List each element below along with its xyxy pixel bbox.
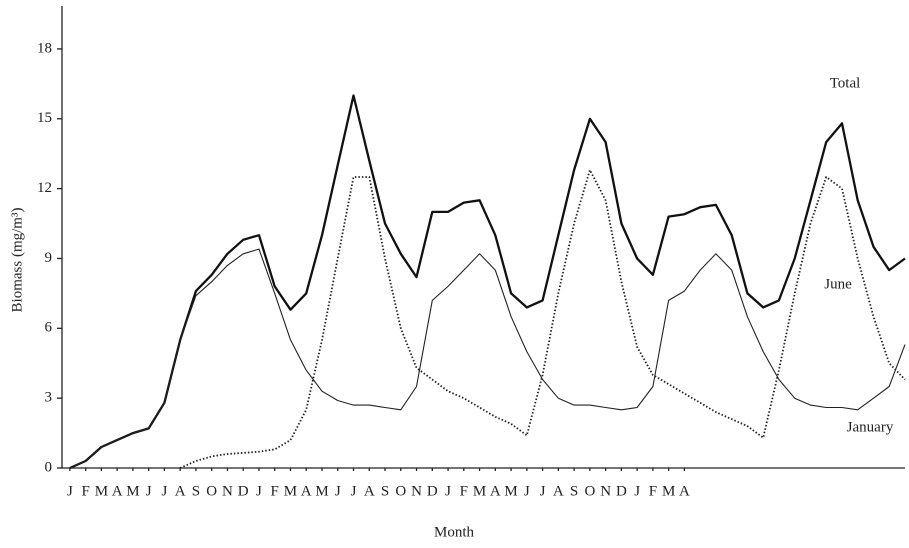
x-tick-label: J (540, 483, 546, 499)
x-tick-label: D (427, 483, 438, 499)
x-tick-label: A (175, 483, 186, 499)
x-tick-label: J (161, 483, 167, 499)
x-tick-label: J (256, 483, 262, 499)
x-tick-label: N (600, 483, 611, 499)
x-tick-label: M (504, 483, 517, 499)
x-tick-label: F (81, 483, 89, 499)
x-tick-label: N (411, 483, 422, 499)
series-label: Total (830, 75, 861, 91)
x-tick-label: J (351, 483, 357, 499)
x-tick-label: M (662, 483, 675, 499)
x-tick-label: A (490, 483, 501, 499)
x-tick-label: S (570, 483, 578, 499)
x-tick-label: M (315, 483, 328, 499)
series-label: January (847, 419, 894, 435)
x-tick-label: O (584, 483, 595, 499)
x-tick-label: M (126, 483, 139, 499)
x-tick-label: J (146, 483, 152, 499)
x-tick-label: O (395, 483, 406, 499)
x-tick-label: A (553, 483, 564, 499)
x-axis-title: Month (434, 524, 475, 540)
y-tick-label: 6 (45, 320, 53, 336)
x-tick-label: J (335, 483, 341, 499)
y-tick-label: 0 (45, 459, 53, 475)
x-tick-label: A (679, 483, 690, 499)
x-tick-label: J (67, 483, 73, 499)
x-tick-label: S (192, 483, 200, 499)
x-tick-label: A (364, 483, 375, 499)
x-tick-label: M (284, 483, 297, 499)
x-tick-label: N (222, 483, 233, 499)
x-tick-label: M (473, 483, 486, 499)
y-tick-label: 15 (37, 110, 52, 126)
x-tick-label: A (112, 483, 123, 499)
x-tick-label: M (95, 483, 108, 499)
x-tick-label: O (206, 483, 217, 499)
x-tick-label: F (460, 483, 468, 499)
x-tick-label: A (301, 483, 312, 499)
x-tick-label: J (634, 483, 640, 499)
x-tick-label: J (524, 483, 530, 499)
x-tick-label: F (271, 483, 279, 499)
y-tick-label: 12 (37, 180, 52, 196)
series-line (179, 169, 906, 469)
y-axis-title: Biomass (mg/m³) (9, 208, 25, 313)
x-tick-label: S (381, 483, 389, 499)
y-tick-label: 9 (45, 250, 53, 266)
x-tick-label: F (649, 483, 657, 499)
y-tick-label: 18 (37, 40, 52, 56)
x-tick-label: D (616, 483, 627, 499)
x-tick-label: D (238, 483, 249, 499)
series-line (69, 94, 906, 470)
series-label: June (824, 276, 852, 292)
series-line (69, 248, 906, 469)
y-tick-label: 3 (45, 390, 53, 406)
x-tick-label: J (445, 483, 451, 499)
